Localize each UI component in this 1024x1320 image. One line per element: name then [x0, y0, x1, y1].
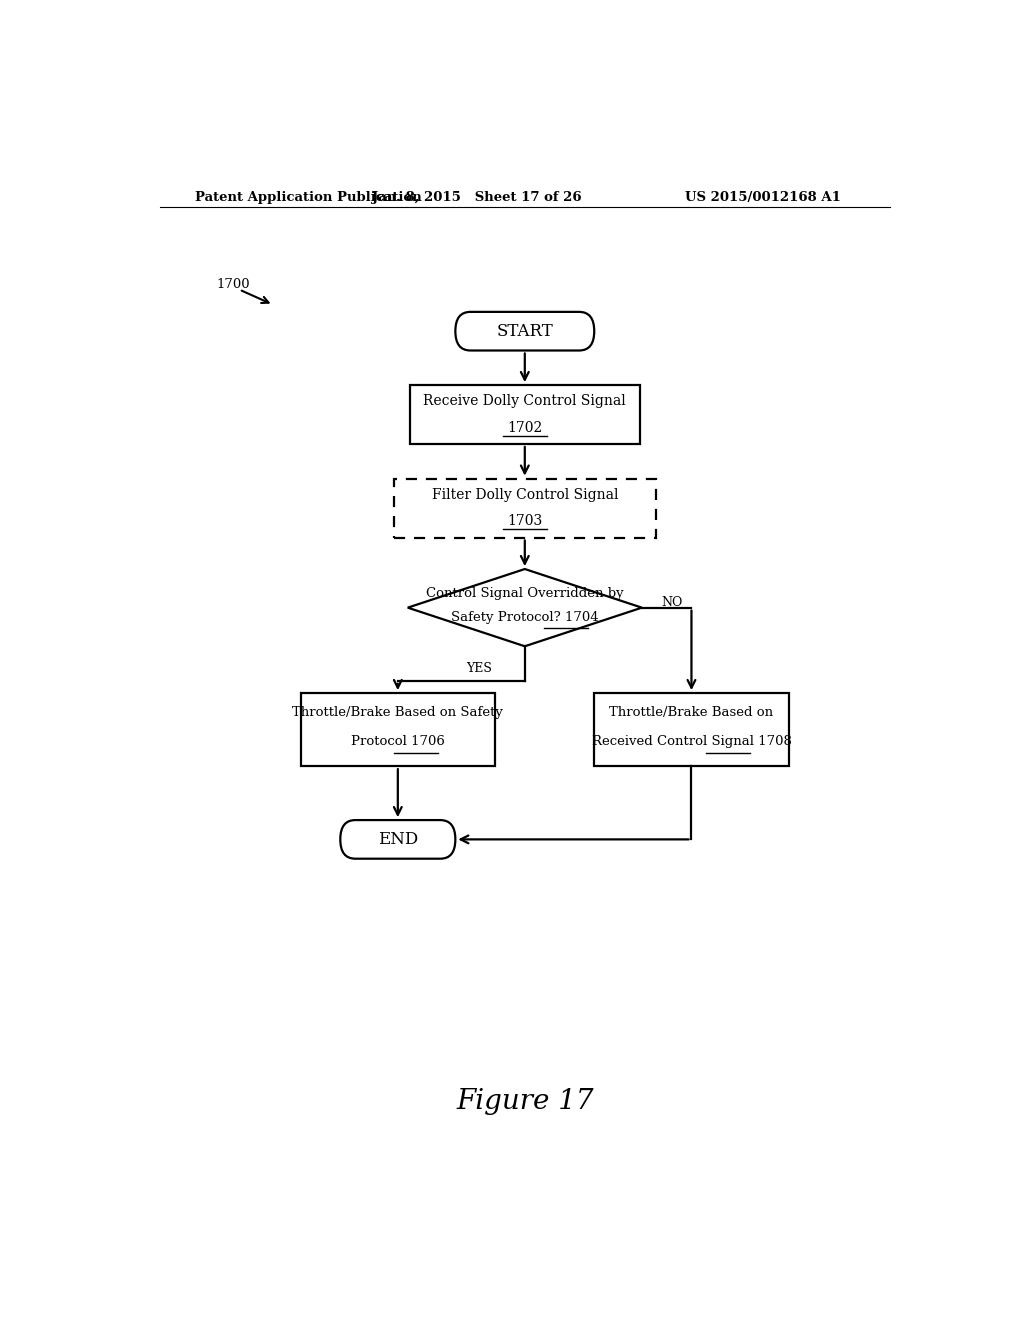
Text: Safety Protocol? 1704: Safety Protocol? 1704: [451, 611, 599, 624]
Text: YES: YES: [466, 663, 492, 675]
Text: Receive Dolly Control Signal: Receive Dolly Control Signal: [424, 395, 626, 408]
Text: Received Control Signal 1708: Received Control Signal 1708: [592, 735, 792, 748]
Text: 1703: 1703: [507, 515, 543, 528]
Text: NO: NO: [662, 597, 683, 609]
Bar: [394, 479, 655, 537]
Text: US 2015/0012168 A1: US 2015/0012168 A1: [685, 190, 841, 203]
Text: END: END: [378, 830, 418, 847]
FancyBboxPatch shape: [340, 820, 456, 859]
Text: Filter Dolly Control Signal: Filter Dolly Control Signal: [431, 488, 618, 502]
Text: Throttle/Brake Based on Safety: Throttle/Brake Based on Safety: [293, 706, 503, 719]
Text: Protocol 1706: Protocol 1706: [351, 735, 444, 748]
Bar: [410, 385, 640, 444]
Bar: [301, 693, 495, 766]
Text: Patent Application Publication: Patent Application Publication: [196, 190, 422, 203]
Polygon shape: [408, 569, 642, 647]
Text: Throttle/Brake Based on: Throttle/Brake Based on: [609, 706, 773, 719]
Text: 1702: 1702: [507, 421, 543, 434]
Text: START: START: [497, 322, 553, 339]
Text: Jan. 8, 2015   Sheet 17 of 26: Jan. 8, 2015 Sheet 17 of 26: [373, 190, 582, 203]
Bar: [594, 693, 788, 766]
Text: Control Signal Overridden by: Control Signal Overridden by: [426, 587, 624, 599]
Text: 1700: 1700: [217, 279, 251, 290]
FancyBboxPatch shape: [456, 312, 594, 351]
Text: Figure 17: Figure 17: [456, 1088, 594, 1115]
